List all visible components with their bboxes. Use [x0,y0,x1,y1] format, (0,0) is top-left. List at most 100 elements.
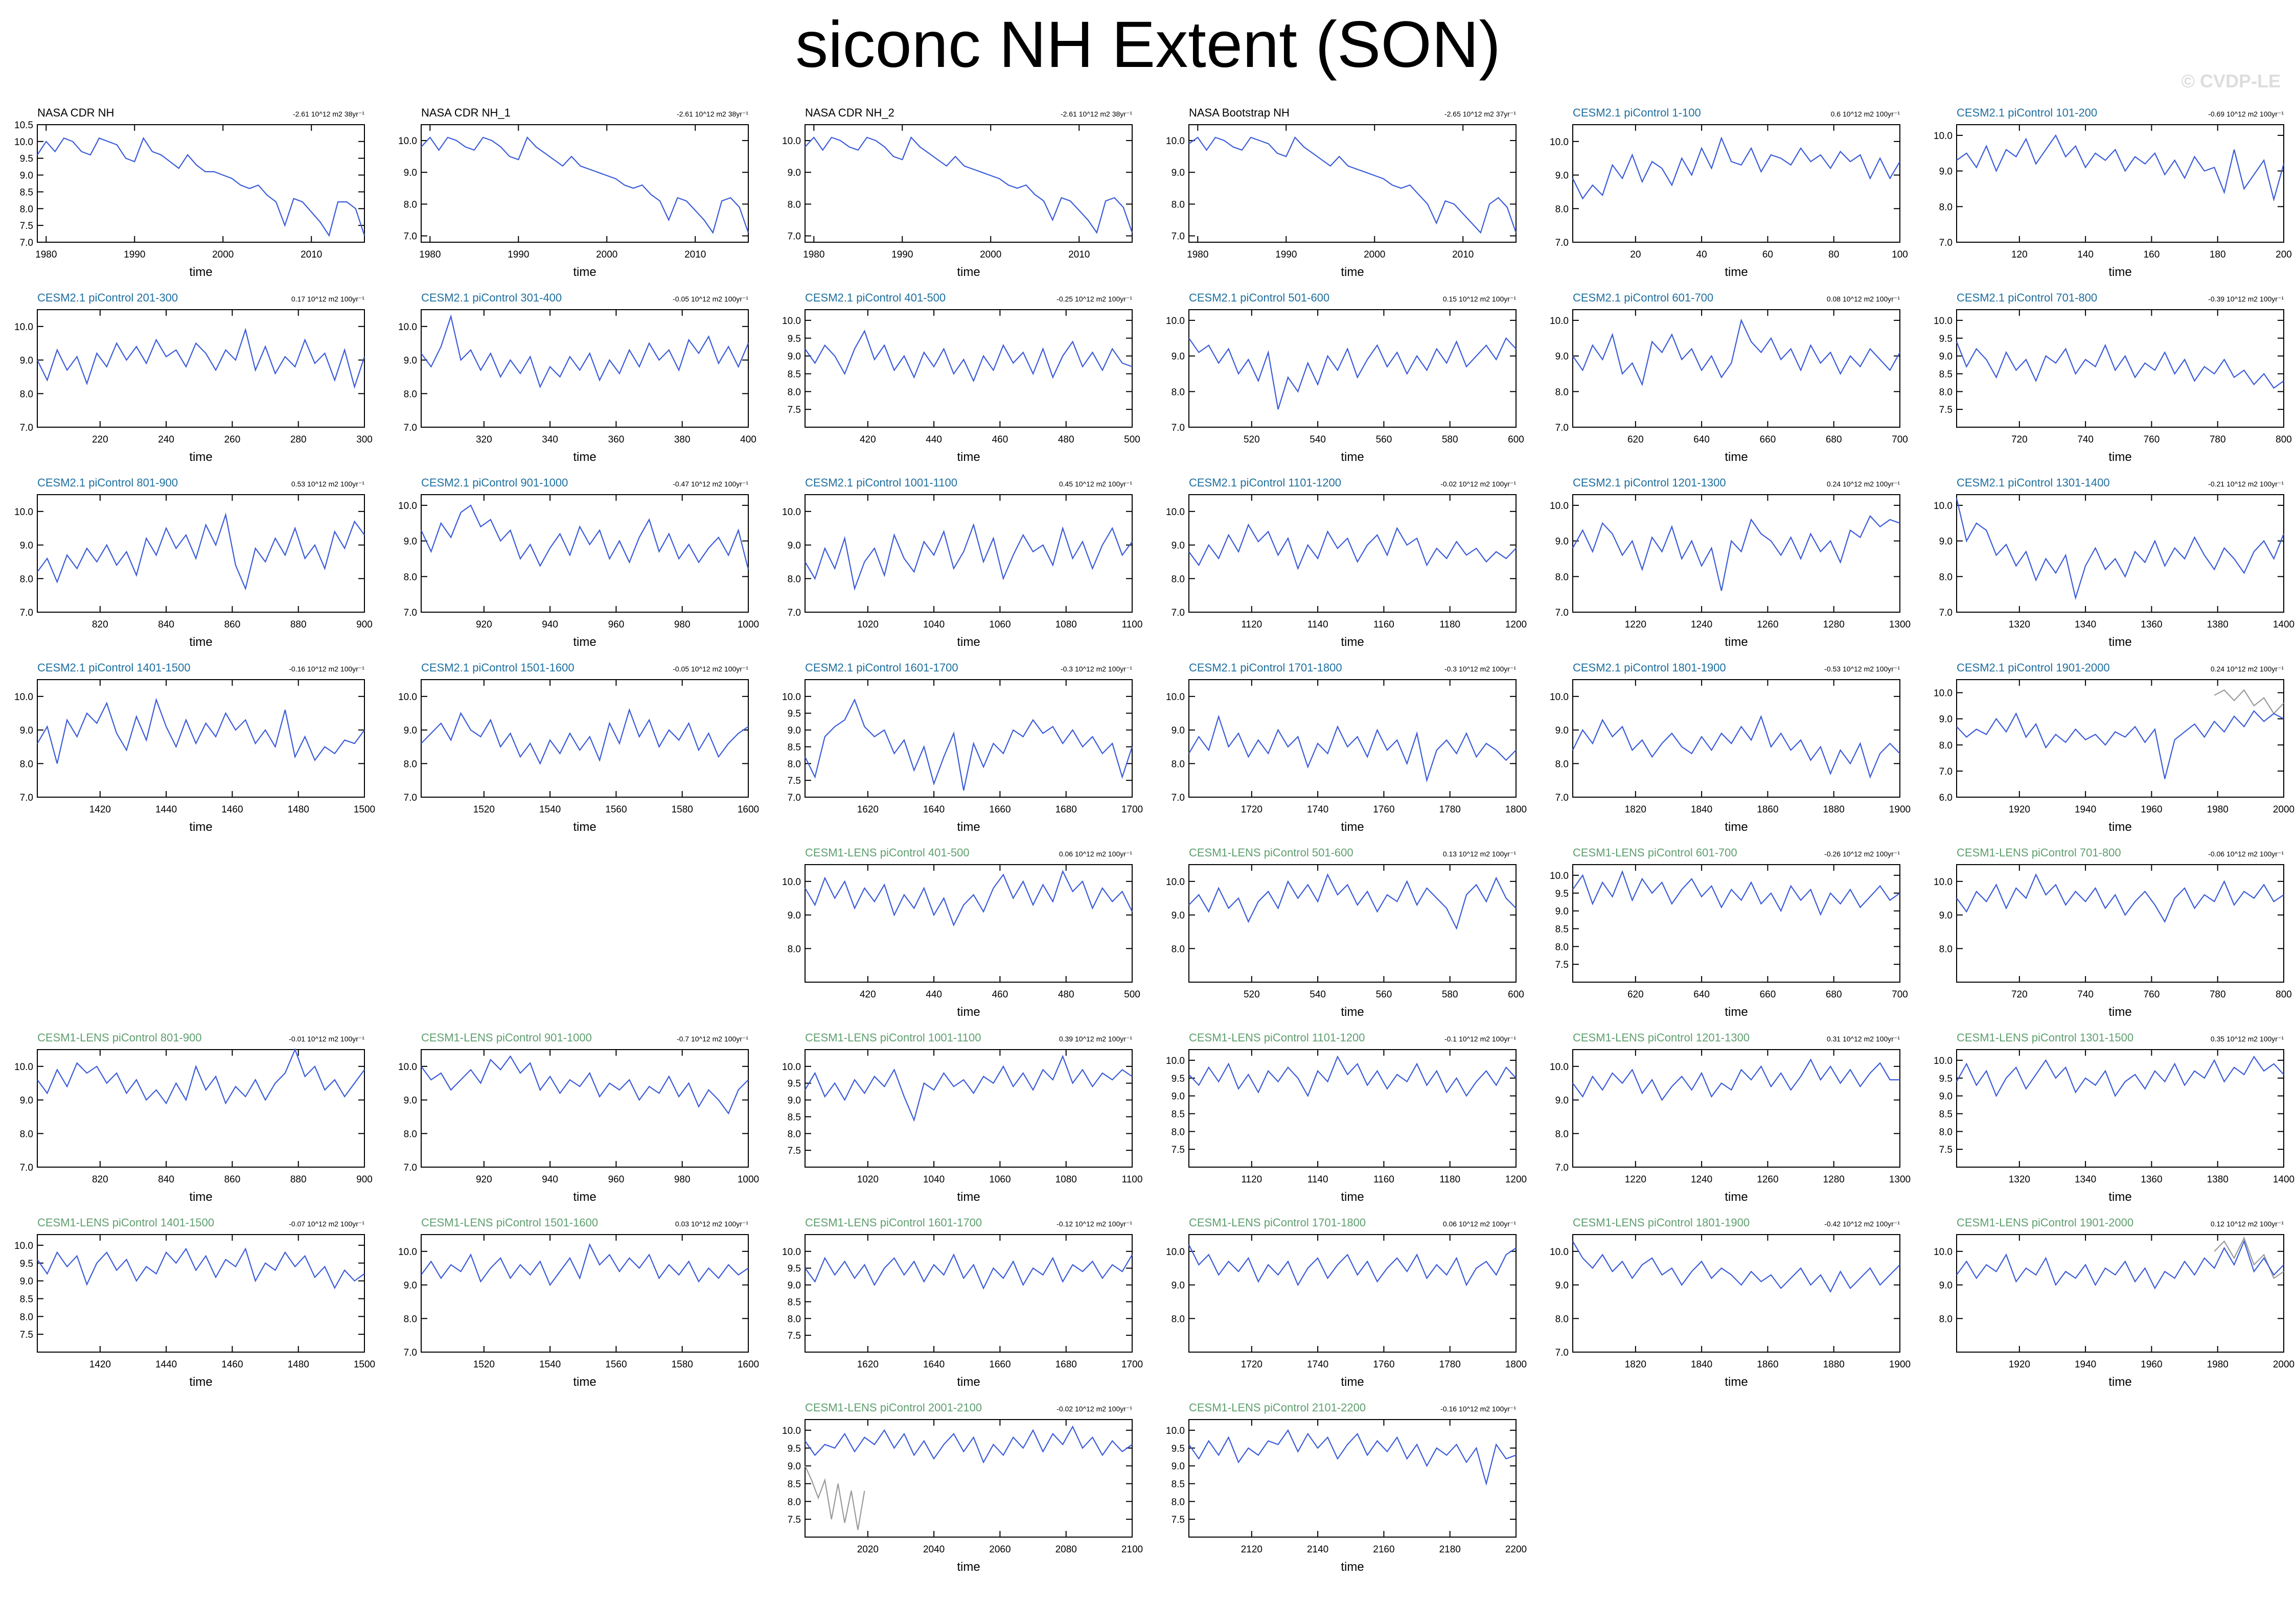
y-tick-label: 8.0 [1172,1497,1185,1507]
y-tick-label: 10.0 [1934,877,1953,888]
x-tick-label: 100 [1892,249,1908,260]
y-tick-label: 10.0 [398,692,417,703]
x-axis-label: time [957,1375,980,1389]
chart-panel: CESM1-LENS piControl 801-900 -0.01 10^12 … [14,1031,373,1204]
x-axis-label: time [573,450,596,464]
x-tick-label: 780 [2210,989,2226,1000]
y-tick-label: 9.0 [1555,171,1569,181]
x-tick-label: 1160 [1373,1174,1394,1185]
x-tick-label: 1560 [605,1359,627,1370]
trend-label: -2.65 10^12 m2 37yr⁻¹ [1444,110,1516,118]
panel-title: CESM2.1 piControl 501-600 [1189,291,1329,304]
x-tick-label: 1200 [1505,619,1527,630]
y-tick-label: 9.0 [788,911,801,921]
y-tick-label: 9.0 [1172,168,1185,178]
y-tick-label: 8.0 [404,1129,417,1140]
x-axis-label: time [1725,635,1748,649]
y-tick-label: 9.0 [404,726,417,736]
y-tick-label: 8.0 [788,199,801,210]
y-tick-label: 8.0 [1555,1314,1569,1325]
x-tick-label: 1260 [1757,1174,1778,1185]
y-tick-label: 10.0 [782,692,801,703]
y-tick-label: 7.0 [1939,608,1953,618]
series-line [421,708,749,765]
y-tick-label: 8.0 [1172,1127,1185,1137]
x-tick-label: 580 [1442,989,1458,1000]
y-tick-label: 10.0 [14,322,33,333]
chart-panel: NASA Bootstrap NH -2.65 10^12 m2 37yr⁻¹ 7.… [1166,106,1517,279]
x-tick-label: 1020 [857,1174,879,1185]
y-tick-label: 8.0 [20,574,33,585]
trend-label: -0.02 10^12 m2 100yr⁻¹ [1440,480,1516,488]
x-axis-label: time [1725,1190,1748,1204]
x-tick-label: 1860 [1757,1359,1778,1370]
x-axis-label: time [189,635,212,649]
y-tick-label: 10.0 [14,1062,33,1073]
trend-label: 0.08 10^12 m2 100yr⁻¹ [1827,295,1900,303]
x-tick-label: 1980 [803,249,824,260]
y-tick-label: 8.0 [1939,740,1953,751]
plot-frame [1188,1419,1517,1538]
trend-label: -0.1 10^12 m2 100yr⁻¹ [1444,1035,1516,1043]
y-tick-label: 9.5 [1939,1074,1953,1084]
series-line [1188,136,1517,234]
x-tick-label: 1180 [1439,1174,1460,1185]
y-tick-label: 9.0 [1555,726,1569,736]
y-tick-label: 9.0 [1172,911,1185,921]
trend-label: 0.03 10^12 m2 100yr⁻¹ [675,1220,748,1228]
x-tick-label: 1520 [473,804,495,815]
panel-title: CESM1-LENS piControl 501-600 [1189,846,1353,859]
x-tick-label: 2010 [301,249,322,260]
y-tick-label: 7.5 [788,1515,801,1525]
panel-title: CESM1-LENS piControl 1501-1600 [421,1216,598,1229]
x-tick-label: 1140 [1307,619,1328,630]
y-tick-label: 8.0 [404,572,417,583]
y-tick-label: 9.0 [1939,537,1953,547]
series-line [421,1243,749,1286]
trend-label: -0.7 10^12 m2 100yr⁻¹ [677,1035,748,1043]
x-axis-label: time [957,1190,980,1204]
series-line [37,513,365,591]
x-tick-label: 1500 [354,804,375,815]
x-tick-label: 1700 [1121,1359,1143,1370]
plot-frame [805,124,1133,243]
x-axis-label: time [2108,635,2131,649]
x-tick-label: 1280 [1823,619,1845,630]
y-tick-label: 8.0 [404,389,417,400]
x-tick-label: 1460 [221,1359,243,1370]
y-tick-label: 9.0 [20,541,33,551]
series-line [1572,318,1900,386]
y-tick-label: 9.0 [404,356,417,366]
panel-title: NASA CDR NH [37,106,114,119]
x-tick-label: 1540 [539,1359,561,1370]
y-tick-label: 7.0 [404,423,417,433]
y-tick-label: 9.5 [1555,889,1569,899]
x-tick-label: 1260 [1757,619,1778,630]
plot-frame [1188,494,1517,613]
y-tick-label: 9.0 [1172,726,1185,736]
trend-label: -0.16 10^12 m2 100yr⁻¹ [289,665,364,673]
series-line [805,1253,1133,1290]
x-tick-label: 1300 [1889,619,1911,630]
x-tick-label: 220 [92,434,108,445]
y-tick-label: 8.5 [1939,369,1953,380]
x-tick-label: 1460 [221,804,243,815]
x-axis-label: time [1341,1560,1364,1574]
trend-label: -0.12 10^12 m2 100yr⁻¹ [1057,1220,1132,1228]
x-tick-label: 1140 [1307,1174,1328,1185]
chart-panel: CESM1-LENS piControl 1001-1100 0.39 10^12… [782,1031,1142,1204]
series-line [1956,710,2284,779]
trend-label: -0.01 10^12 m2 100yr⁻¹ [289,1035,364,1043]
x-tick-label: 1840 [1691,804,1712,815]
x-tick-label: 1000 [738,1174,759,1185]
x-tick-label: 1100 [1122,1174,1143,1185]
y-tick-label: 10.5 [14,120,33,131]
x-tick-label: 1980 [2207,804,2229,815]
chart-panel: NASA CDR NH_1 -2.61 10^12 m2 38yr⁻¹ 7.0 8.0… [398,106,749,279]
panel-title: CESM1-LENS piControl 1101-1200 [1189,1031,1365,1044]
x-tick-label: 1120 [1241,1174,1262,1185]
x-tick-label: 440 [926,434,942,445]
x-tick-label: 580 [1442,434,1458,445]
chart-panel: CESM1-LENS piControl 401-500 0.06 10^12 m… [782,846,1140,1019]
x-tick-label: 2000 [596,249,617,260]
